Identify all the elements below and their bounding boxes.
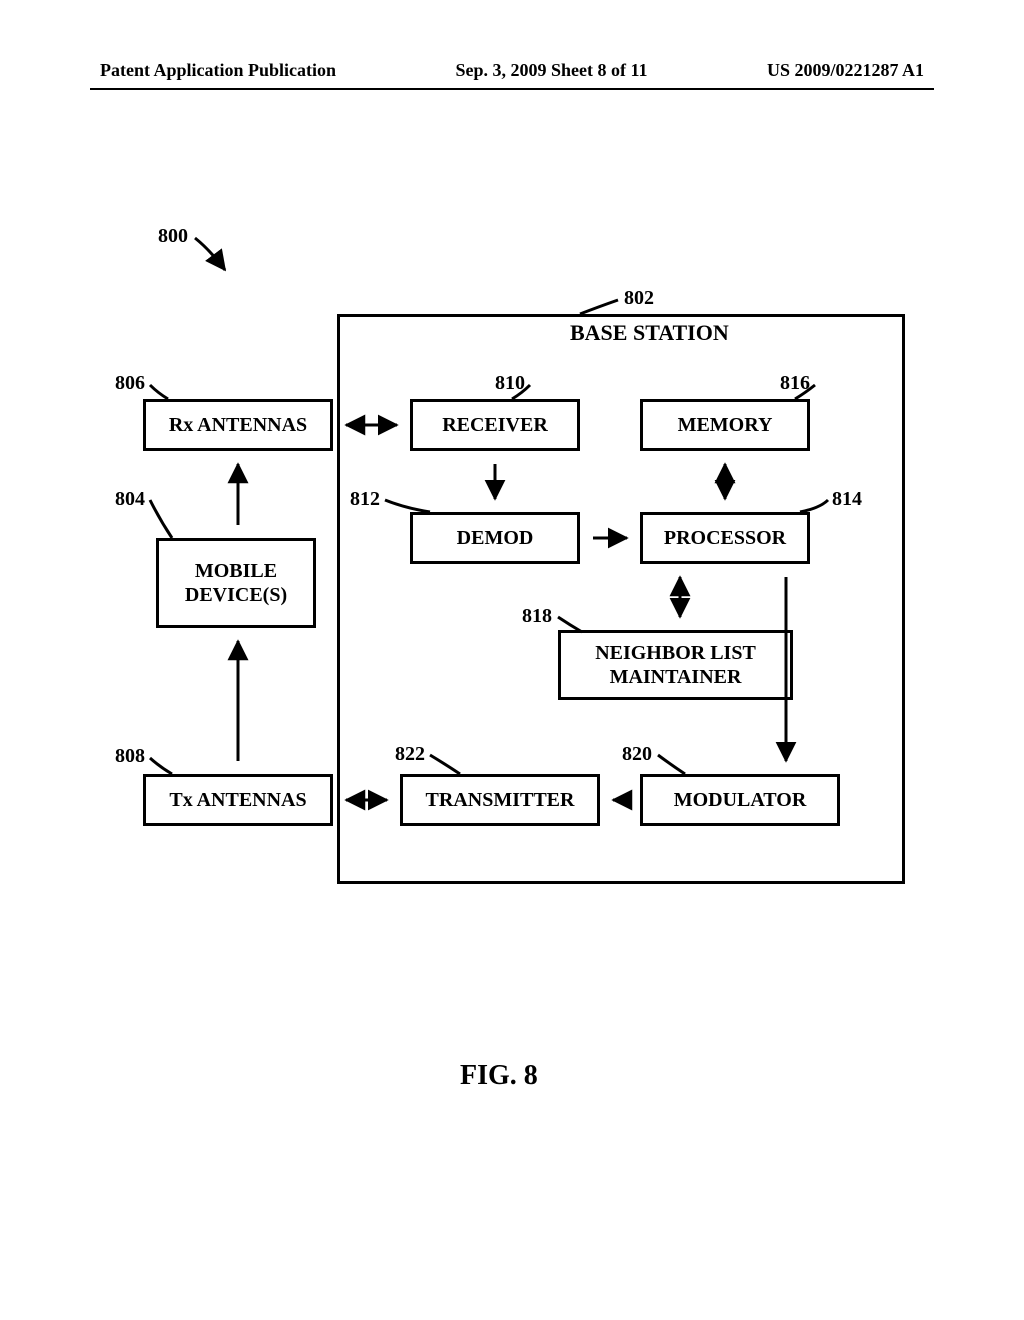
mobile-devices-label: MOBILE DEVICE(S)	[185, 559, 287, 607]
transmitter-label: TRANSMITTER	[426, 788, 575, 812]
base-station-title: BASE STATION	[570, 320, 729, 346]
demod-label: DEMOD	[457, 526, 534, 550]
neighbor-list-block: NEIGHBOR LIST MAINTAINER	[558, 630, 793, 700]
processor-label: PROCESSOR	[664, 526, 786, 550]
figure-caption: FIG. 8	[460, 1060, 538, 1092]
mobile-devices-block: MOBILE DEVICE(S)	[156, 538, 316, 628]
ref-818: 818	[522, 605, 552, 628]
ref-804: 804	[115, 488, 145, 511]
ref-820: 820	[622, 743, 652, 766]
ref-814: 814	[832, 488, 862, 511]
ref-806: 806	[115, 372, 145, 395]
block-diagram: BASE STATION 800 802 804 806 808 810 812…	[0, 0, 1024, 1320]
ref-816: 816	[780, 372, 810, 395]
neighbor-list-label: NEIGHBOR LIST MAINTAINER	[595, 641, 756, 689]
ref-822: 822	[395, 743, 425, 766]
ref-808: 808	[115, 745, 145, 768]
page: Patent Application Publication Sep. 3, 2…	[0, 0, 1024, 1320]
modulator-label: MODULATOR	[674, 788, 807, 812]
demod-block: DEMOD	[410, 512, 580, 564]
ref-800: 800	[158, 225, 188, 248]
memory-label: MEMORY	[678, 413, 773, 437]
ref-810: 810	[495, 372, 525, 395]
ref-802: 802	[624, 287, 654, 310]
tx-antennas-block: Tx ANTENNAS	[143, 774, 333, 826]
tx-antennas-label: Tx ANTENNAS	[169, 788, 306, 812]
transmitter-block: TRANSMITTER	[400, 774, 600, 826]
processor-block: PROCESSOR	[640, 512, 810, 564]
rx-antennas-block: Rx ANTENNAS	[143, 399, 333, 451]
memory-block: MEMORY	[640, 399, 810, 451]
receiver-label: RECEIVER	[442, 413, 548, 437]
rx-antennas-label: Rx ANTENNAS	[169, 413, 307, 437]
modulator-block: MODULATOR	[640, 774, 840, 826]
receiver-block: RECEIVER	[410, 399, 580, 451]
ref-812: 812	[350, 488, 380, 511]
